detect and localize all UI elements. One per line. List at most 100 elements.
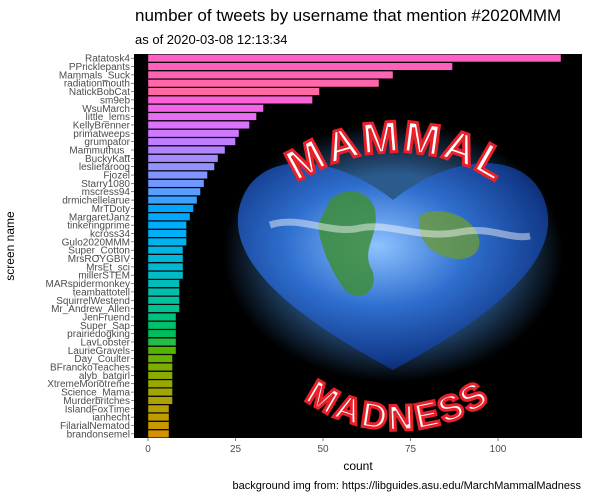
bar-Ratatosk4 — [147, 54, 562, 63]
y-tick-label: Science_Mama — [61, 388, 130, 399]
y-tick-label: Gulo2020MMM — [62, 237, 130, 248]
bar-teambattotell — [147, 287, 180, 296]
y-tick-label: LavLobster — [81, 338, 131, 349]
bar-PPricklepants — [147, 62, 453, 71]
y-tick-label: teambattotell — [73, 287, 130, 298]
bar-XtremeMonotreme — [147, 379, 173, 388]
y-tick-label: radiationmouth — [64, 79, 130, 90]
y-tick-label: ianhecht — [92, 413, 130, 424]
y-tick-label: Day_Coulter — [74, 354, 130, 365]
bar-Mammuthus_ — [147, 146, 226, 154]
globe-heart — [237, 163, 549, 370]
y-tick-label: kcross34 — [90, 229, 130, 240]
bar-Super_Sap — [147, 321, 177, 330]
bar-IslandFoxTime — [147, 404, 170, 413]
y-tick-label: Fjozel — [103, 171, 130, 182]
bar-radiationmouth — [147, 79, 380, 88]
bar-drmichellelarue — [147, 196, 198, 205]
bar-kcross34 — [147, 229, 187, 238]
bar-prairiedogking — [147, 329, 177, 338]
bar-Murderbritches — [147, 396, 173, 405]
bar-MrsEt_sci — [147, 262, 184, 271]
y-axis-ticks: Ratatosk4PPricklepantsMammals_Suckradiat… — [46, 54, 134, 440]
bar-Gulo2020MMM — [147, 237, 187, 246]
y-tick-label: Murderbritches — [63, 396, 130, 407]
bar-alyb_batgirl — [147, 371, 173, 380]
bar-sm9eb — [147, 95, 313, 104]
bar-MrTDoty — [147, 204, 194, 213]
bar-Day_Coulter — [147, 354, 173, 363]
image-credit: background img from: https://libguides.a… — [232, 480, 582, 492]
y-tick-label: drmichellelarue — [62, 196, 130, 207]
y-tick-label: NatickBobCat — [69, 87, 130, 98]
bar-WsuMarch — [147, 104, 264, 113]
bar-BuckyKatt — [147, 154, 219, 163]
bar-NatickBobCat — [147, 87, 320, 96]
y-tick-label: Ratatosk4 — [85, 54, 130, 65]
x-tick-label: 50 — [317, 444, 329, 455]
y-tick-label: BuckyKatt — [85, 154, 130, 165]
bar-KellyBrenner — [147, 120, 250, 129]
globe-cloud — [268, 218, 531, 241]
bar-lesliefaroog — [147, 162, 215, 171]
y-tick-label: JenFruend — [82, 312, 130, 323]
y-tick-label: MrTDoty — [92, 204, 130, 215]
y-tick-label: millerSTEM — [78, 271, 130, 282]
y-tick-label: MrsEt_sci — [86, 262, 130, 273]
y-tick-label: grumpator — [84, 137, 130, 148]
bar-Super_Cotton — [147, 246, 184, 255]
y-tick-label: SquirrelWestend — [56, 296, 130, 307]
y-tick-label: Mammals_Suck — [59, 70, 131, 81]
y-tick-label: Mr_Andrew_Allen — [51, 304, 130, 315]
chart-subtitle: as of 2020-03-08 12:13:34 — [135, 32, 288, 47]
y-tick-label: Mammuthus_ — [69, 146, 130, 157]
y-tick-label: little_lems — [86, 112, 130, 123]
x-tick-label: 0 — [145, 444, 151, 455]
bar-MargaretJanz — [147, 212, 191, 221]
y-tick-label: primatweeps — [73, 129, 130, 140]
y-tick-label: WsuMarch — [82, 104, 130, 115]
y-tick-label: MARspidermonkey — [46, 279, 130, 290]
bar-millerSTEM — [147, 271, 184, 280]
bar-Mr_Andrew_Allen — [147, 304, 180, 313]
bar-primatweeps — [147, 129, 240, 138]
bar-FilarialNematod — [147, 421, 170, 430]
bar-grumpator — [147, 137, 236, 146]
bar-mscress94 — [147, 187, 201, 196]
y-axis-title: screen name — [3, 211, 17, 281]
globe-land — [419, 211, 480, 260]
bar-BFranckoTeaches — [147, 363, 173, 372]
y-tick-label: alyb_batgirl — [79, 371, 130, 382]
bar-MARspidermonkey — [147, 279, 180, 288]
y-tick-label: IslandFoxTime — [65, 404, 131, 415]
bar-tinkeringprime — [147, 221, 187, 230]
bar-brandonsemel — [147, 429, 170, 438]
bar-LavLobster — [147, 338, 177, 346]
y-tick-label: Super_Sap — [80, 321, 130, 332]
y-tick-label: BFranckoTeaches — [50, 363, 130, 374]
y-tick-label: PPricklepants — [69, 62, 130, 73]
x-tick-label: 100 — [490, 444, 507, 455]
bar-MrsROYGBIV — [147, 254, 184, 263]
y-tick-label: brandonsemel — [67, 429, 130, 440]
y-tick-label: KellyBrenner — [73, 120, 131, 131]
bars-layer — [147, 54, 562, 438]
x-axis-ticks: 0 25 50 75 100 — [145, 438, 507, 455]
y-tick-label: mscress94 — [82, 187, 131, 198]
y-tick-label: Starry1080 — [81, 179, 130, 190]
globe-land — [318, 191, 376, 297]
bar-Fjozel — [147, 171, 208, 180]
bar-Mammals_Suck — [147, 70, 394, 79]
y-tick-label: FilarialNematod — [60, 421, 130, 432]
y-tick-label: prairiedogking — [67, 329, 130, 340]
y-tick-label: XtremeMonotreme — [47, 379, 130, 390]
y-tick-label: Super_Cotton — [68, 246, 130, 257]
y-tick-label: lesliefaroog — [79, 162, 130, 173]
chart-title: number of tweets by username that mentio… — [135, 6, 562, 25]
y-tick-label: sm9eb — [100, 95, 130, 106]
y-tick-label: LaurieGravels — [68, 346, 130, 357]
bar-JenFruend — [147, 313, 177, 321]
x-axis-title: count — [343, 459, 373, 473]
y-tick-label: MrsROYGBIV — [68, 254, 131, 265]
